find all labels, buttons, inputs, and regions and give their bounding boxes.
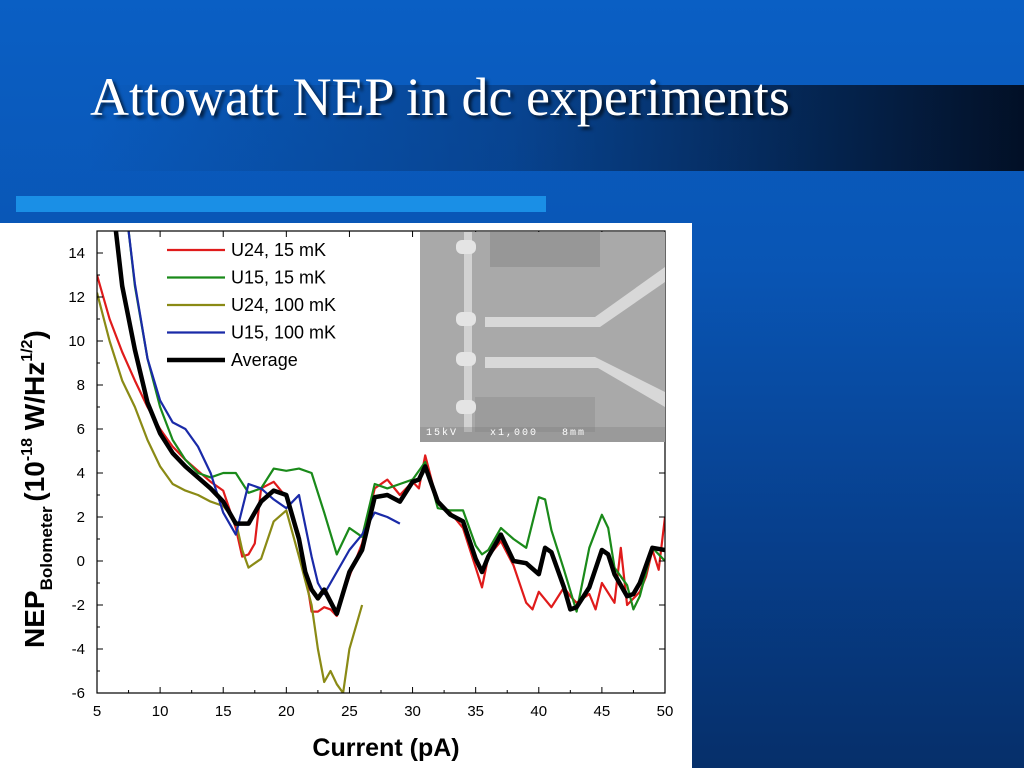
series-line-1 xyxy=(127,231,665,613)
x-tick-label: 50 xyxy=(657,703,674,720)
x-tick-label: 20 xyxy=(278,703,295,720)
y-tick-label: 8 xyxy=(77,377,85,394)
y-axis-label: NEPBolometer (10-18 W/Hz1/2) xyxy=(19,330,56,648)
chart-axis-labels: Current (pA) NEPBolometer (10-18 W/Hz1/2) xyxy=(19,330,460,762)
sem-micrograph-image xyxy=(420,232,665,442)
legend-label-0: U24, 15 mK xyxy=(231,240,326,260)
x-tick-label: 30 xyxy=(404,703,421,720)
series-line-3 xyxy=(127,231,401,596)
y-axis-label-part-0: NEP xyxy=(19,590,50,648)
accent-bar xyxy=(16,196,546,212)
legend-label-1: U15, 15 mK xyxy=(231,268,326,288)
plot-lines xyxy=(97,231,665,693)
slide-title: Attowatt NEP in dc experiments xyxy=(90,67,790,127)
legend-label-4: Average xyxy=(231,350,298,370)
y-tick-label: -4 xyxy=(72,641,85,658)
y-tick-label: 6 xyxy=(77,421,85,438)
y-tick-label: 14 xyxy=(68,245,85,262)
y-axis-label-part-6: 1/2 xyxy=(19,339,36,361)
x-tick-label: 35 xyxy=(467,703,484,720)
y-tick-label: -2 xyxy=(72,597,85,614)
y-axis-label-part-3: (10 xyxy=(19,461,50,501)
y-tick-label: 12 xyxy=(68,289,85,306)
y-tick-label: 4 xyxy=(77,465,85,482)
series-line-4 xyxy=(113,231,665,617)
series-line-2 xyxy=(97,292,364,693)
x-tick-label: 15 xyxy=(215,703,232,720)
chart-legend: U24, 15 mK U15, 15 mK U24, 100 mK U15, 100 … xyxy=(167,240,336,370)
nep-chart: 5 10 15 20 25 30 35 40 45 50 -6 -4 -2 0 2 4 6 8 10 12 14 U24… xyxy=(19,230,673,762)
inset-caption: 15kV x1,000 8mm xyxy=(426,428,587,439)
x-tick-label: 10 xyxy=(152,703,169,720)
sem-micrograph-inset: 15kV x1,000 8mm xyxy=(420,232,665,442)
chart-ticks: 5 10 15 20 25 30 35 40 45 50 -6 -4 -2 0 2 4 6 8 10 12 14 xyxy=(68,231,673,720)
y-axis-label-part-7: ) xyxy=(19,330,50,339)
x-tick-label: 45 xyxy=(594,703,611,720)
title-band xyxy=(86,85,1024,171)
y-tick-label: 0 xyxy=(77,553,85,570)
x-axis-label: Current (pA) xyxy=(312,734,459,762)
y-tick-label: -6 xyxy=(72,685,85,702)
x-tick-label: 5 xyxy=(93,703,101,720)
y-axis-label-part-4: -18 xyxy=(19,438,36,461)
x-tick-label: 25 xyxy=(341,703,358,720)
chart-panel: 5 10 15 20 25 30 35 40 45 50 -6 -4 -2 0 2 4 6 8 10 12 14 U24… xyxy=(0,223,692,768)
x-tick-label: 40 xyxy=(530,703,547,720)
y-axis-label-part-1: Bolometer xyxy=(37,506,56,590)
legend-label-2: U24, 100 mK xyxy=(231,295,336,315)
y-tick-label: 2 xyxy=(77,509,85,526)
legend-label-3: U15, 100 mK xyxy=(231,323,336,343)
y-tick-label: 10 xyxy=(68,333,85,350)
y-axis-label-part-5: W/Hz xyxy=(19,362,50,438)
